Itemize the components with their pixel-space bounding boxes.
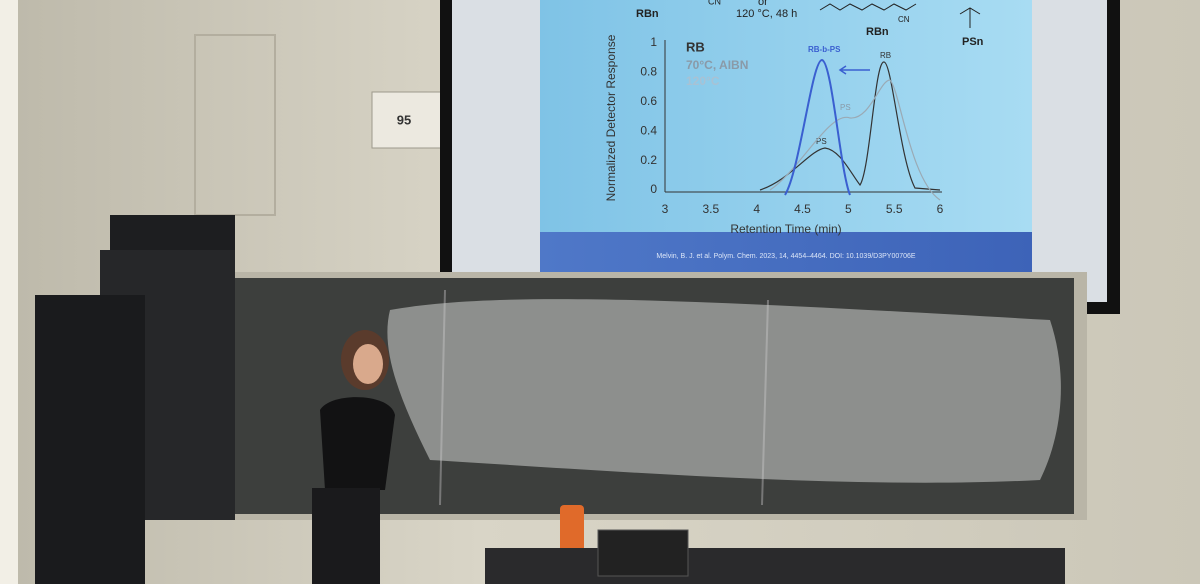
x-tick-label: 4.5 bbox=[794, 202, 811, 216]
x-tick-label: 6 bbox=[937, 202, 944, 216]
laptop bbox=[597, 529, 689, 577]
podium bbox=[35, 295, 145, 584]
shirt bbox=[320, 397, 395, 490]
chalk-smudge bbox=[387, 299, 1061, 483]
scheme-cn: CN bbox=[708, 0, 721, 6]
y-tick-label: 1 bbox=[650, 35, 657, 49]
legend-entry: 70°C, AIBN bbox=[686, 58, 748, 72]
x-axis-label: Retention Time (min) bbox=[730, 222, 841, 236]
scheme-condition: 120 °C, 48 h bbox=[736, 8, 797, 20]
scheme-cn-2: CN bbox=[898, 15, 910, 24]
y-tick-label: 0.6 bbox=[640, 94, 657, 108]
annotation: PS bbox=[840, 103, 851, 112]
annotation: RB-b-PS bbox=[808, 45, 841, 54]
speaker bbox=[110, 215, 235, 255]
scheme-label: RBn bbox=[636, 8, 659, 20]
y-tick-label: 0.2 bbox=[640, 153, 657, 167]
scheme-label: PSn bbox=[962, 36, 984, 48]
pants bbox=[312, 488, 380, 584]
y-tick-label: 0.4 bbox=[640, 123, 657, 137]
slide-chart: Normalized Detector Response Retention T… bbox=[604, 34, 943, 236]
arrow bbox=[838, 65, 870, 75]
desk bbox=[485, 548, 1065, 584]
legend-entry: 120°C bbox=[686, 74, 720, 88]
x-tick-label: 5.5 bbox=[886, 202, 903, 216]
legend-entry: RB bbox=[686, 39, 705, 54]
y-tick-label: 0 bbox=[650, 182, 657, 196]
x-tick-label: 4 bbox=[753, 202, 760, 216]
curve-block bbox=[784, 58, 851, 196]
room-sign bbox=[371, 91, 443, 149]
citation: Melvin, B. J. et al. Polym. Chem. 2023, … bbox=[656, 253, 915, 260]
y-tick-label: 0.8 bbox=[640, 65, 657, 79]
scheme-or: or bbox=[758, 0, 768, 8]
scheme-structure bbox=[819, 3, 917, 11]
y-axis-label: Normalized Detector Response bbox=[604, 34, 618, 201]
annotation: RB bbox=[880, 51, 891, 60]
x-tick-label: 5 bbox=[845, 202, 852, 216]
room-number: 95 bbox=[397, 112, 411, 127]
scheme-label: RBn bbox=[866, 26, 889, 38]
x-tick-label: 3 bbox=[662, 202, 669, 216]
face bbox=[353, 344, 383, 384]
scheme-structure bbox=[959, 7, 981, 28]
annotation: PS bbox=[816, 137, 827, 146]
x-tick-label: 3.5 bbox=[702, 202, 719, 216]
curve-rb bbox=[759, 61, 941, 191]
window-light bbox=[0, 0, 18, 584]
curve-ps bbox=[769, 79, 941, 201]
